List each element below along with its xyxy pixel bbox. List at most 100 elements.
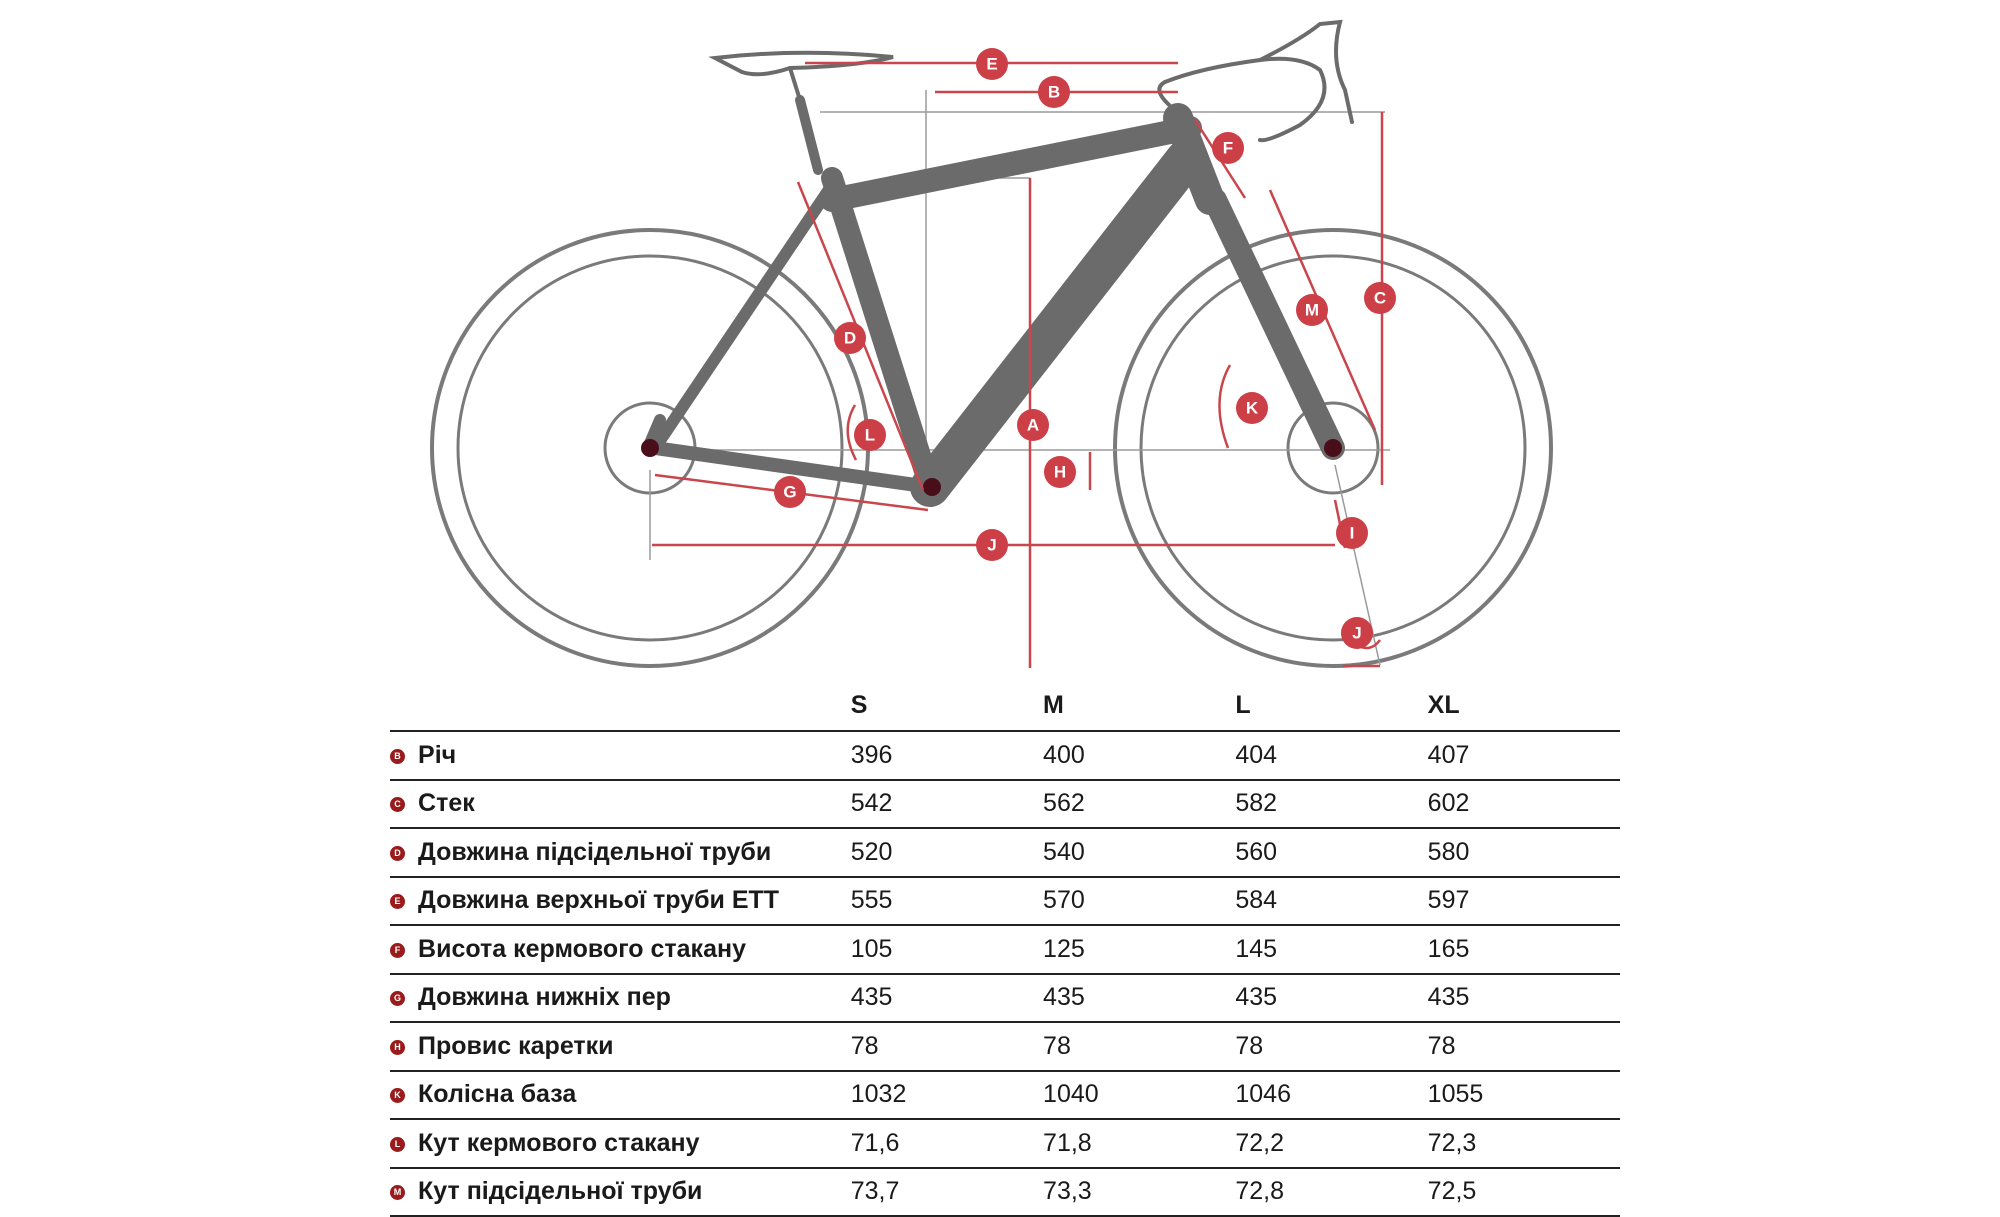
svg-text:E: E [986,55,997,74]
rear-axle [641,439,659,457]
row-marker-cell: C [390,779,419,829]
row-value-m: 78 [1043,1022,1236,1072]
row-value-l: 1046 [1235,1070,1428,1120]
svg-text:G: G [783,483,796,502]
svg-text:D: D [844,329,856,348]
row-marker-badge: C [390,797,405,813]
row-marker-cell: F [390,925,419,975]
marker-e [976,48,1008,80]
row-marker-cell: K [390,1070,419,1120]
front-axle [1324,439,1342,457]
svg-text:J: J [987,536,996,555]
table-row: B Річ 396 400 404 407 [390,731,1620,781]
row-value-l: 78 [1235,1022,1428,1072]
table-row: F Висота кермового стакану 105 125 145 165 [390,925,1620,975]
row-label: Висота кермового стакану [418,925,851,975]
row-label: Колісна база [418,1070,851,1120]
table-row: E Довжина верхньої труби ETT 555 570 584 597 [390,876,1620,926]
marker-b [1038,76,1070,108]
row-value-m: 125 [1043,925,1236,975]
row-marker-cell: G [390,973,419,1023]
marker-d [834,322,866,354]
row-value-m: 1040 [1043,1070,1236,1120]
table-row: D Довжина підсідельної труби 520 540 560 580 [390,828,1620,878]
row-marker-badge: E [390,894,405,910]
row-value-l: 72,8 [1235,1167,1428,1217]
bike-geometry-diagram: E B F C M D K A L H G I J J [430,19,1553,668]
row-label: Довжина підсідельної труби [418,828,851,878]
marker-i [1336,517,1368,549]
bottom-bracket [923,478,941,496]
table-row: K Колісна база 1032 1040 1046 1055 [390,1070,1620,1120]
table-body: B Річ 396 400 404 407 C Стек 542 562 582 602 D Довжин… [390,731,1620,1217]
row-value-m: 435 [1043,973,1236,1023]
marker-f [1212,132,1244,164]
row-value-m: 400 [1043,731,1236,781]
row-value-l: 404 [1235,731,1428,781]
marker-l [1236,392,1268,424]
row-value-xl: 597 [1427,876,1620,926]
row-marker-cell: M [390,1167,419,1217]
row-value-s: 520 [850,828,1044,878]
row-label: Кут підсідельної труби [418,1167,851,1217]
row-marker-badge: L [390,1136,405,1152]
row-marker-badge: K [390,1088,405,1104]
header-blank [390,680,419,732]
row-value-m: 562 [1043,779,1236,829]
row-value-xl: 72,5 [1427,1167,1620,1217]
row-marker-cell: B [390,731,419,781]
svg-text:K: K [1246,399,1259,418]
row-marker-cell: D [390,828,419,878]
row-value-l: 145 [1235,925,1428,975]
row-marker-cell: L [390,1119,419,1169]
marker-c [1364,282,1396,314]
row-marker-badge: D [390,845,405,861]
svg-text:C: C [1374,289,1386,308]
row-value-m: 71,8 [1043,1119,1236,1169]
dimension-markers [774,48,1396,649]
table-row: M Кут підсідельної труби 73,7 73,3 72,8 72,5 [390,1167,1620,1217]
svg-text:B: B [1048,83,1060,102]
marker-k [976,529,1008,561]
row-value-m: 73,3 [1043,1167,1236,1217]
column-header-l: L [1235,680,1428,732]
row-value-m: 540 [1043,828,1236,878]
saddle-and-handlebar [708,19,1354,143]
svg-text:M: M [1305,301,1319,320]
svg-text:J: J [1352,624,1361,643]
bike-frame [642,95,1345,507]
table-header-row: S M L XL [390,680,1620,732]
row-value-l: 582 [1235,779,1428,829]
row-label: Річ [418,731,851,781]
row-label: Довжина верхньої труби ETT [418,876,851,926]
marker-h [1044,456,1076,488]
row-value-s: 555 [850,876,1044,926]
row-value-l: 72,2 [1235,1119,1428,1169]
row-value-l: 435 [1235,973,1428,1023]
svg-text:F: F [1223,139,1233,158]
marker-j [1341,617,1373,649]
front-wheel [1113,228,1553,668]
svg-text:A: A [1027,416,1039,435]
geometry-table: S M L XL B Річ 396 400 404 407 C Стек 542 562 582 6… [390,680,1620,1217]
row-label: Стек [418,779,851,829]
row-marker-cell: E [390,876,419,926]
column-header-xl: XL [1427,680,1620,732]
svg-text:H: H [1054,463,1066,482]
marker-a [1017,409,1049,441]
row-value-xl: 580 [1427,828,1620,878]
row-marker-badge: M [390,1185,405,1201]
row-value-s: 71,6 [850,1119,1044,1169]
marker-n [1296,294,1328,326]
row-value-s: 542 [850,779,1044,829]
marker-m [854,419,886,451]
row-label: Довжина нижніх пер [418,973,851,1023]
header-blank-label [418,680,851,732]
row-value-xl: 1055 [1427,1070,1620,1120]
row-value-l: 584 [1235,876,1428,926]
row-value-s: 1032 [850,1070,1044,1120]
row-value-l: 560 [1235,828,1428,878]
row-marker-cell: H [390,1022,419,1072]
row-value-xl: 407 [1427,731,1620,781]
row-value-xl: 72,3 [1427,1119,1620,1169]
